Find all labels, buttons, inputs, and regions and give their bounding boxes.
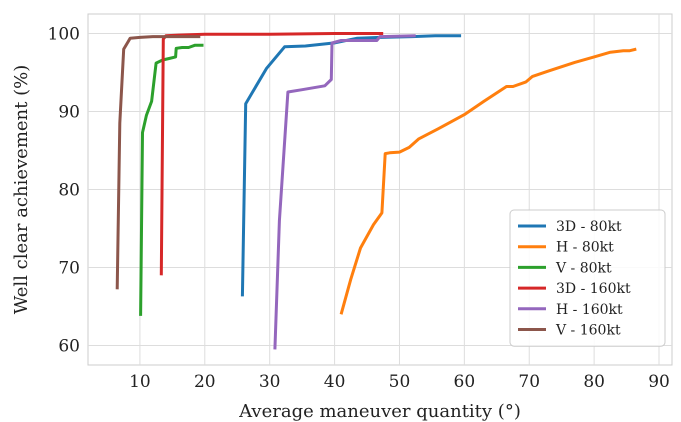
legend: 3D - 80kt H - 80kt V - 80kt 3D - 160kt H - 1… bbox=[509, 209, 666, 347]
x-tick-label: 30 bbox=[259, 372, 281, 392]
x-tick-label: 80 bbox=[583, 372, 605, 392]
y-tick-label: 70 bbox=[58, 259, 80, 279]
legend-entry: H - 160kt bbox=[556, 302, 623, 318]
series-line-3 bbox=[139, 43, 204, 316]
legend-entry: 3D - 80kt bbox=[556, 219, 622, 235]
x-tick-label: 50 bbox=[389, 372, 411, 392]
x-tick-label: 40 bbox=[324, 372, 346, 392]
x-tick-label: 20 bbox=[194, 372, 216, 392]
legend-entry: 3D - 160kt bbox=[556, 281, 631, 297]
legend-entry: V - 80kt bbox=[555, 260, 612, 276]
x-tick-labels: 10 20 30 40 50 60 70 80 90 bbox=[129, 372, 670, 392]
x-tick-label: 90 bbox=[648, 372, 670, 392]
legend-box bbox=[509, 209, 666, 347]
y-tick-label: 90 bbox=[58, 103, 80, 123]
y-axis-label: Well clear achievement (%) bbox=[11, 65, 32, 315]
series-line-4 bbox=[159, 32, 384, 276]
series-line-5 bbox=[273, 34, 416, 350]
y-tick-label: 100 bbox=[48, 25, 80, 45]
x-axis-label: Average maneuver quantity (°) bbox=[238, 401, 521, 422]
y-tick-label: 60 bbox=[58, 337, 80, 357]
y-tick-label: 80 bbox=[58, 181, 80, 201]
x-tick-label: 60 bbox=[454, 372, 476, 392]
y-tick-labels: 60 70 80 90 100 bbox=[48, 25, 80, 357]
legend-entry: H - 80kt bbox=[556, 240, 614, 256]
series-line-6 bbox=[115, 35, 201, 290]
legend-entry: V - 160kt bbox=[555, 323, 621, 339]
x-tick-label: 10 bbox=[129, 372, 151, 392]
series-layer bbox=[115, 32, 637, 350]
x-tick-label: 70 bbox=[518, 372, 540, 392]
series-line-2 bbox=[339, 47, 637, 315]
